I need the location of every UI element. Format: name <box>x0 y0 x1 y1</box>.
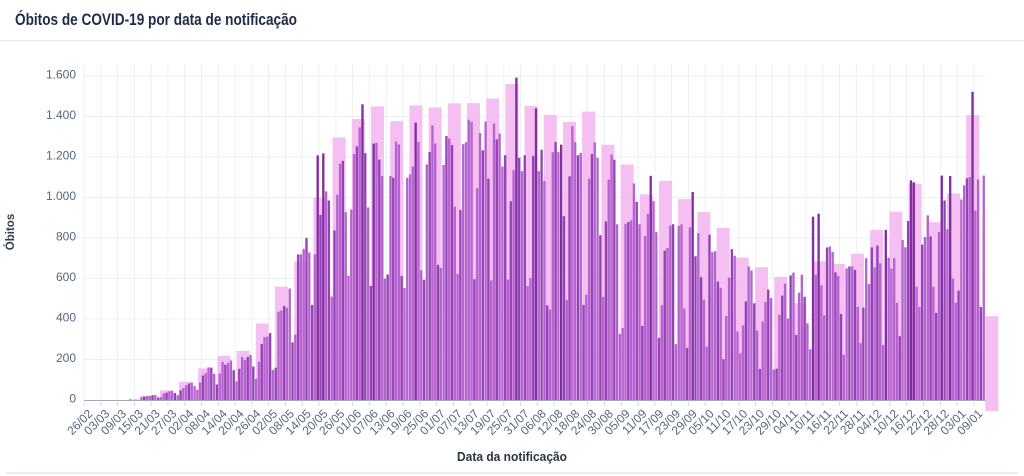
svg-text:1.000: 1.000 <box>46 189 76 203</box>
svg-text:Óbitos: Óbitos <box>4 214 17 250</box>
svg-text:1.200: 1.200 <box>46 149 76 163</box>
svg-text:1.600: 1.600 <box>46 68 76 82</box>
svg-text:200: 200 <box>56 351 76 365</box>
svg-text:Óbitos de COVID-19 por data de: Óbitos de COVID-19 por data de notificaç… <box>15 10 297 29</box>
svg-text:600: 600 <box>56 270 76 284</box>
svg-text:800: 800 <box>56 230 76 244</box>
svg-text:1.400: 1.400 <box>46 108 76 122</box>
svg-text:Data da notificação: Data da notificação <box>457 450 567 464</box>
svg-text:0: 0 <box>69 392 76 406</box>
svg-text:400: 400 <box>56 311 76 325</box>
